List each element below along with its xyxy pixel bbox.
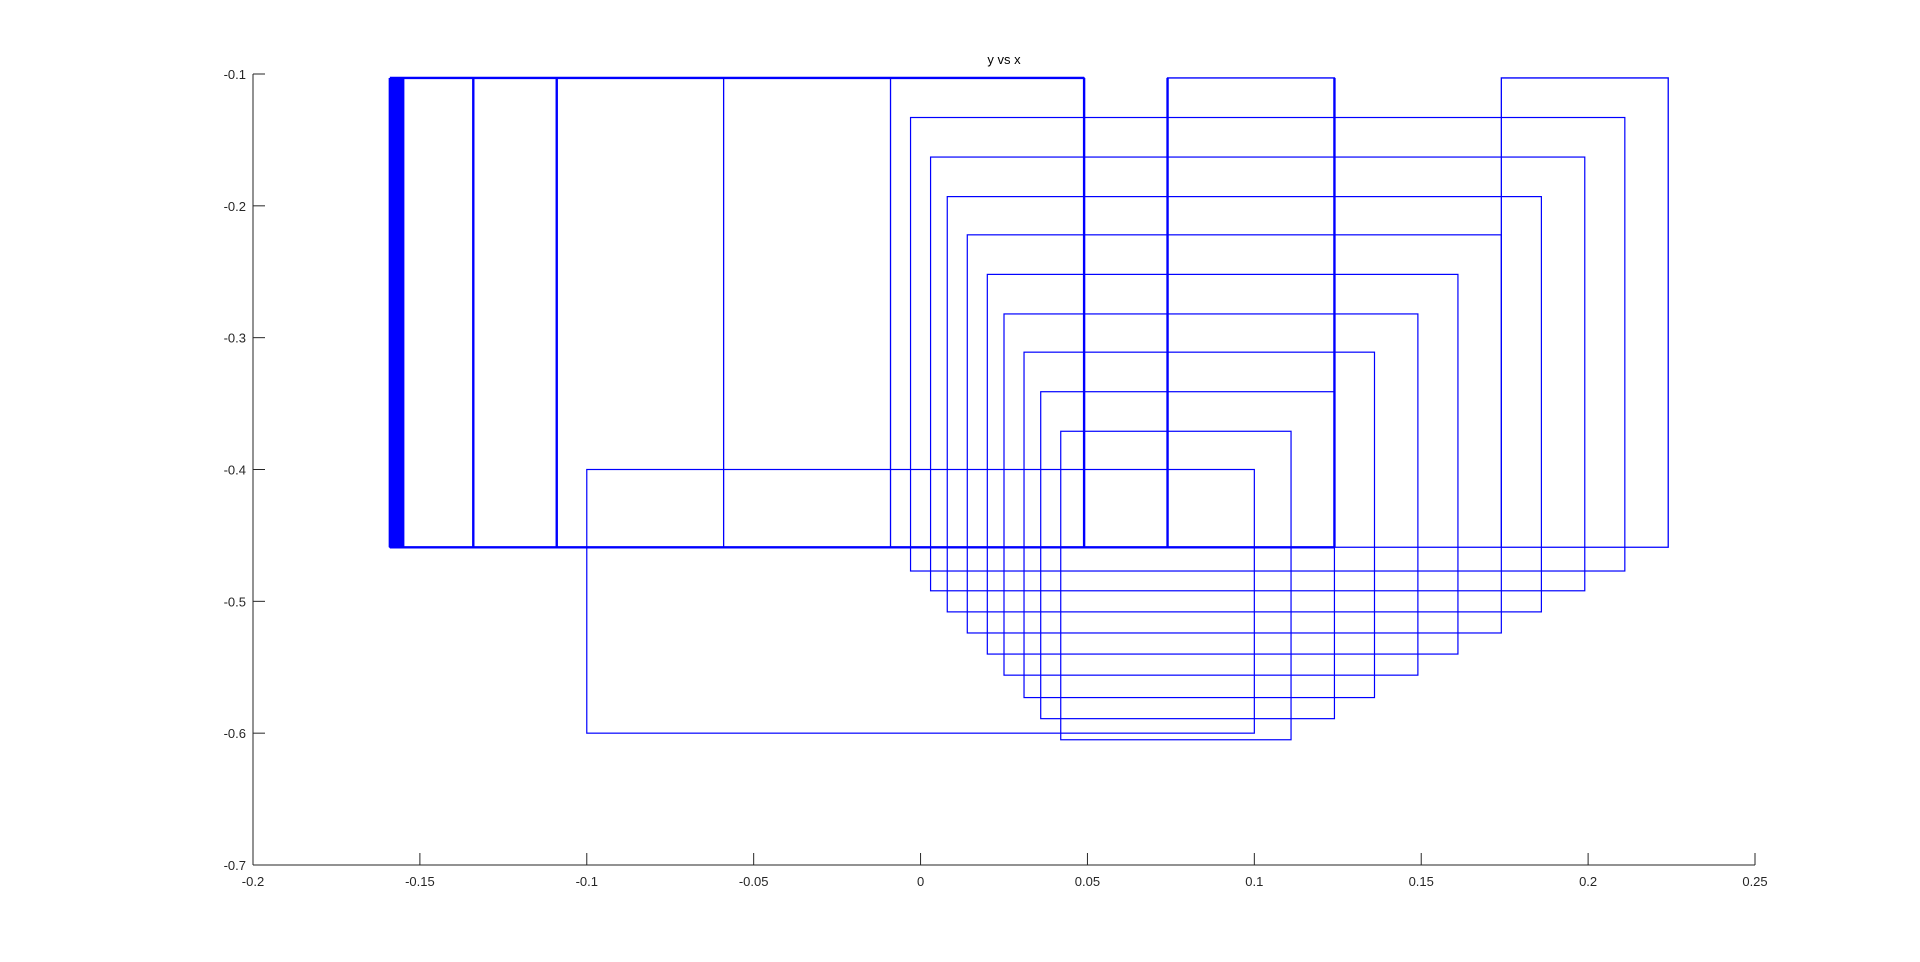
series-rect-7 — [1023, 351, 1376, 699]
y-tick-label: -0.7 — [224, 858, 246, 873]
x-tick-label: 0.05 — [1075, 874, 1100, 889]
y-tick-label: -0.6 — [224, 726, 246, 741]
series-rect-8 — [1040, 391, 1336, 720]
y-tick-label: -0.1 — [224, 67, 246, 82]
x-tick-label: 0.1 — [1245, 874, 1263, 889]
chart-title: y vs x — [987, 52, 1021, 67]
y-tick-label: -0.3 — [224, 331, 246, 346]
series-rect-10 — [586, 468, 1255, 734]
x-tick-label: -0.1 — [576, 874, 598, 889]
series-dense-band — [389, 77, 404, 548]
series-rect-2 — [929, 156, 1586, 592]
x-tick-label: -0.15 — [405, 874, 435, 889]
series-rect-5 — [986, 273, 1459, 655]
y-tick-label: -0.5 — [224, 594, 246, 609]
plot-lines — [388, 76, 1669, 741]
axes: -0.2 -0.15 -0.1 -0.05 0 0.05 0.1 0.15 0.2 0.25 -0… — [224, 67, 1768, 889]
series-rect-9 — [1060, 430, 1292, 741]
x-tick-label: 0.25 — [1742, 874, 1767, 889]
x-tick-label: -0.2 — [242, 874, 264, 889]
series-rect-1 — [909, 116, 1626, 572]
series-rect-3 — [946, 196, 1542, 613]
series-rect-4 — [966, 234, 1502, 634]
x-tick-label: 0 — [917, 874, 924, 889]
series-rect-6 — [1003, 313, 1419, 676]
y-tick-label: -0.2 — [224, 199, 246, 214]
x-tick-label: 0.15 — [1409, 874, 1434, 889]
y-tick-label: -0.4 — [224, 463, 246, 478]
y-ticks: -0.7 -0.6 -0.5 -0.4 -0.3 -0.2 -0.1 — [224, 67, 265, 873]
x-tick-label: 0.2 — [1579, 874, 1597, 889]
x-tick-label: -0.05 — [739, 874, 769, 889]
x-ticks: -0.2 -0.15 -0.1 -0.05 0 0.05 0.1 0.15 0.2 0.25 — [242, 853, 1768, 889]
